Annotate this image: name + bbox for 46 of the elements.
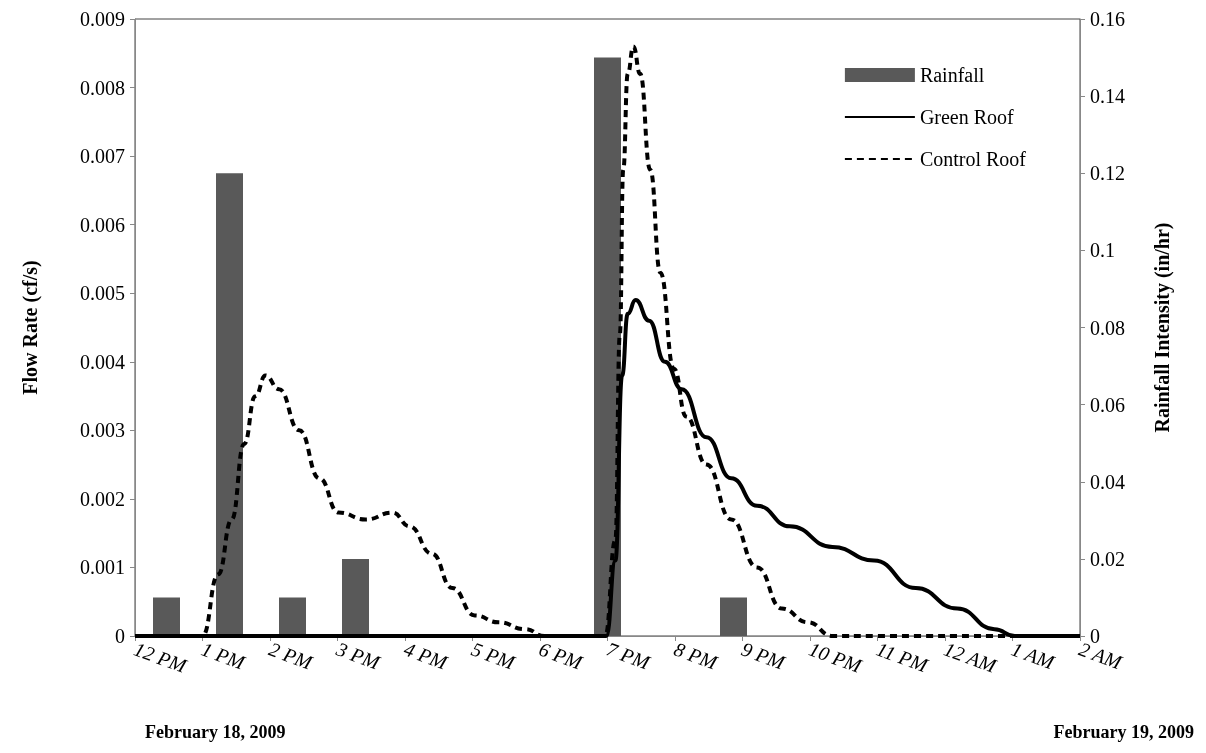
y2-tick-label: 0.14 [1090,85,1125,108]
y2-tick-label: 0.12 [1090,162,1125,185]
y-tick-label: 0.005 [80,282,125,305]
x-tick-label: 12 PM [131,637,191,678]
bar [153,597,180,636]
y2-tick-label: 0 [1090,625,1100,647]
text: February 19, 2009 [1053,722,1194,742]
legend-label: Control Roof [919,148,1027,170]
y-tick-label: 0.009 [80,8,125,30]
x-tick-label: 1 AM [1008,637,1059,674]
x-tick-label: 12 AM [941,637,1001,678]
y2-tick-label: 0.1 [1090,239,1115,262]
x-tick-label: 5 PM [468,637,519,674]
x-tick-label: 6 PM [536,637,587,674]
y-tick-label: 0.004 [80,350,125,373]
x-tick-label: 4 PM [401,637,452,674]
y-tick-label: 0.007 [80,145,125,168]
legend-label: Green Roof [919,106,1015,128]
x-tick-label: 7 PM [603,637,654,674]
legend-label: Rainfall [919,64,985,86]
y-tick-label: 0.001 [80,556,125,579]
text: February 18, 2009 [145,722,286,742]
y-tick-label: 0.002 [80,487,125,510]
x-tick-label: 9 PM [738,637,789,674]
y2-tick-label: 0.04 [1090,470,1125,493]
x-tick-label: 1 PM [198,637,249,674]
y-tick-label: 0.006 [80,213,125,236]
y-tick-label: 0 [115,625,125,647]
y2-tick-label: 0.08 [1090,316,1125,339]
bar [216,173,243,636]
y-tick-label: 0.003 [80,419,125,442]
y-axis-title: Flow Rate (cf/s) [19,260,42,395]
y2-tick-label: 0.16 [1090,8,1125,30]
y2-axis-title: Rainfall Intensity (in/hr) [1151,222,1174,433]
x-tick-label: 11 PM [873,637,932,677]
y2-tick-label: 0.06 [1090,393,1125,416]
x-tick-label: 8 PM [671,637,722,674]
x-tick-label: 10 PM [806,637,866,678]
y-tick-label: 0.008 [80,76,125,99]
bar [720,597,747,636]
x-tick-label: 2 PM [266,637,317,674]
y2-tick-label: 0.02 [1090,547,1125,570]
x-tick-label: 3 PM [332,637,384,674]
bar [342,558,369,636]
bar [279,597,306,636]
bar [594,57,621,636]
